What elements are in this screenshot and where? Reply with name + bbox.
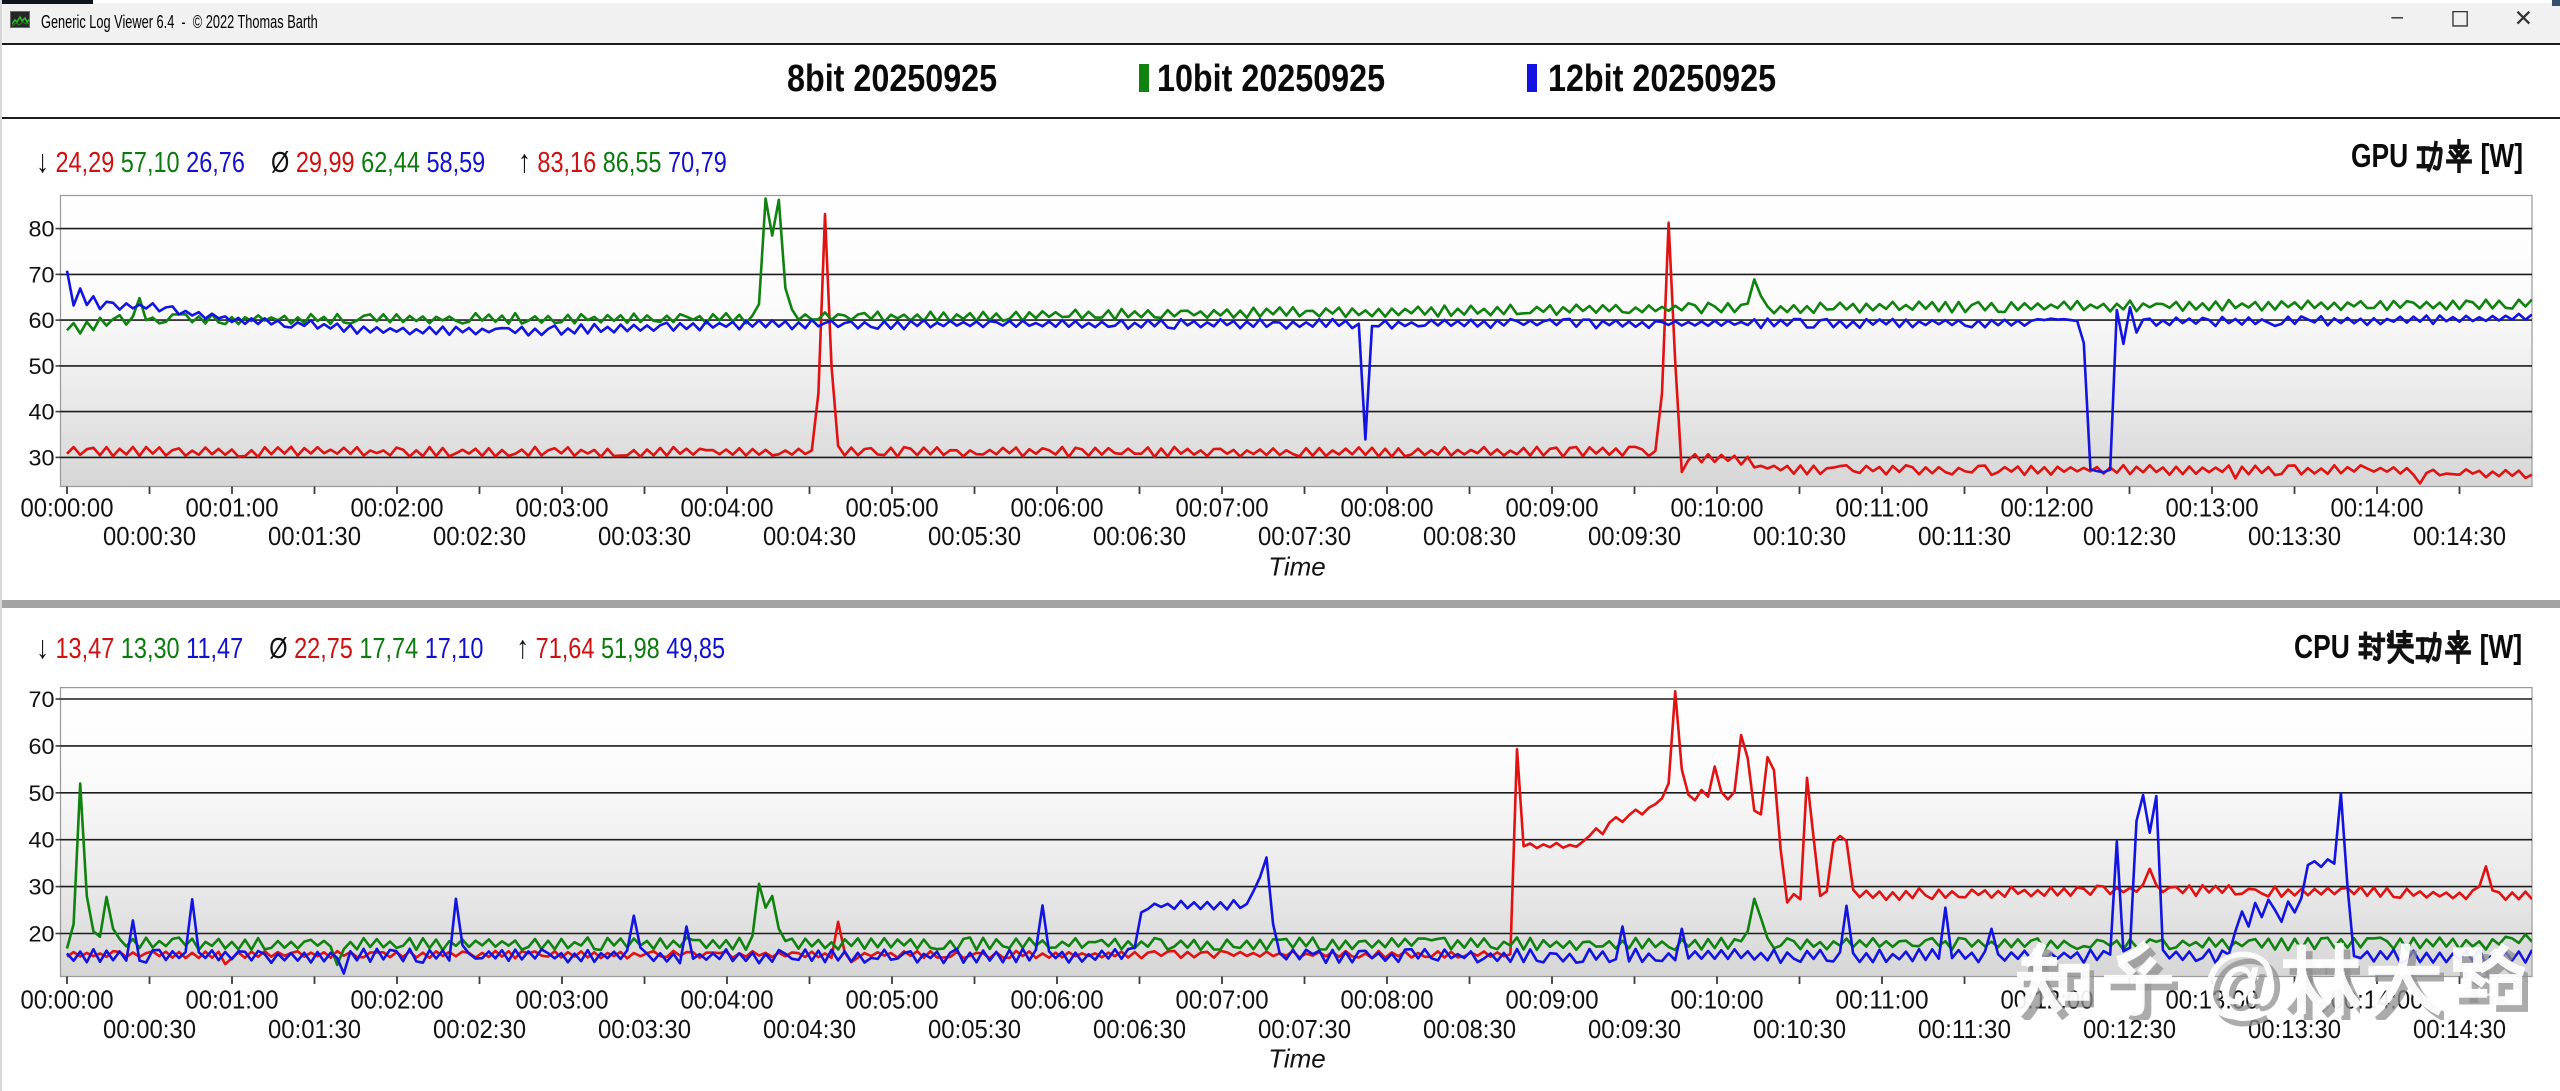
svg-text:00:14:30: 00:14:30	[2413, 1014, 2506, 1044]
svg-text:00:13:30: 00:13:30	[2248, 521, 2341, 551]
svg-text:00:01:30: 00:01:30	[268, 1014, 361, 1044]
svg-text:00:11:00: 00:11:00	[1836, 984, 1929, 1014]
svg-text:00:12:30: 00:12:30	[2083, 521, 2176, 551]
svg-text:00:11:30: 00:11:30	[1918, 521, 2011, 551]
svg-text:00:12:00: 00:12:00	[2001, 492, 2094, 522]
svg-text:50: 50	[29, 781, 55, 806]
svg-text:00:09:00: 00:09:00	[1506, 492, 1599, 522]
svg-text:00:04:00: 00:04:00	[681, 492, 774, 522]
svg-text:00:02:00: 00:02:00	[351, 492, 444, 522]
svg-text:00:11:30: 00:11:30	[1918, 1014, 2011, 1044]
svg-text:00:07:30: 00:07:30	[1258, 521, 1351, 551]
svg-text:00:10:00: 00:10:00	[1671, 984, 1764, 1014]
svg-text:00:06:30: 00:06:30	[1093, 521, 1186, 551]
svg-text:00:05:00: 00:05:00	[846, 492, 939, 522]
svg-text:00:14:30: 00:14:30	[2413, 521, 2506, 551]
svg-text:00:08:30: 00:08:30	[1423, 1014, 1516, 1044]
svg-text:00:11:00: 00:11:00	[1836, 492, 1929, 522]
svg-text:00:08:00: 00:08:00	[1341, 492, 1434, 522]
svg-text:00:10:30: 00:10:30	[1753, 521, 1846, 551]
svg-text:50: 50	[29, 354, 55, 379]
svg-text:80: 80	[29, 217, 55, 242]
svg-text:00:06:00: 00:06:00	[1011, 984, 1104, 1014]
svg-text:00:05:00: 00:05:00	[846, 984, 939, 1014]
svg-text:30: 30	[29, 875, 55, 900]
svg-text:00:01:30: 00:01:30	[268, 521, 361, 551]
svg-text:60: 60	[29, 734, 55, 759]
svg-text:20: 20	[29, 922, 55, 947]
svg-text:00:08:30: 00:08:30	[1423, 521, 1516, 551]
svg-text:40: 40	[29, 400, 55, 425]
svg-text:00:09:30: 00:09:30	[1588, 521, 1681, 551]
svg-text:70: 70	[29, 262, 55, 287]
svg-text:00:09:00: 00:09:00	[1506, 984, 1599, 1014]
svg-text:00:03:30: 00:03:30	[598, 521, 691, 551]
svg-text:00:00:30: 00:00:30	[103, 521, 196, 551]
svg-text:00:13:00: 00:13:00	[2166, 984, 2259, 1014]
svg-text:00:07:30: 00:07:30	[1258, 1014, 1351, 1044]
svg-text:00:04:00: 00:04:00	[681, 984, 774, 1014]
svg-text:00:14:00: 00:14:00	[2331, 492, 2424, 522]
svg-text:00:00:00: 00:00:00	[21, 492, 114, 522]
svg-text:00:00:30: 00:00:30	[103, 1014, 196, 1044]
svg-text:00:06:00: 00:06:00	[1011, 492, 1104, 522]
svg-text:40: 40	[29, 828, 55, 853]
svg-text:00:02:30: 00:02:30	[433, 521, 526, 551]
svg-text:30: 30	[29, 445, 55, 470]
svg-text:00:05:30: 00:05:30	[928, 1014, 1021, 1044]
svg-text:00:04:30: 00:04:30	[763, 1014, 856, 1044]
svg-text:00:04:30: 00:04:30	[763, 521, 856, 551]
svg-text:Time: Time	[1268, 551, 1326, 581]
svg-text:00:07:00: 00:07:00	[1176, 492, 1269, 522]
svg-text:00:05:30: 00:05:30	[928, 521, 1021, 551]
svg-text:00:08:00: 00:08:00	[1341, 984, 1434, 1014]
svg-text:00:06:30: 00:06:30	[1093, 1014, 1186, 1044]
svg-text:00:03:30: 00:03:30	[598, 1014, 691, 1044]
svg-text:60: 60	[29, 308, 55, 333]
svg-text:00:13:00: 00:13:00	[2166, 492, 2259, 522]
svg-text:00:02:30: 00:02:30	[433, 1014, 526, 1044]
svg-text:70: 70	[29, 687, 55, 712]
svg-text:00:09:30: 00:09:30	[1588, 1014, 1681, 1044]
svg-text:00:01:00: 00:01:00	[186, 492, 279, 522]
svg-text:00:00:00: 00:00:00	[21, 984, 114, 1014]
svg-text:00:10:30: 00:10:30	[1753, 1014, 1846, 1044]
svg-text:00:10:00: 00:10:00	[1671, 492, 1764, 522]
svg-text:00:03:00: 00:03:00	[516, 984, 609, 1014]
svg-text:00:01:00: 00:01:00	[186, 984, 279, 1014]
svg-text:00:13:30: 00:13:30	[2248, 1014, 2341, 1044]
svg-text:00:03:00: 00:03:00	[516, 492, 609, 522]
svg-text:00:02:00: 00:02:00	[351, 984, 444, 1014]
svg-text:Time: Time	[1268, 1043, 1326, 1073]
svg-text:00:07:00: 00:07:00	[1176, 984, 1269, 1014]
